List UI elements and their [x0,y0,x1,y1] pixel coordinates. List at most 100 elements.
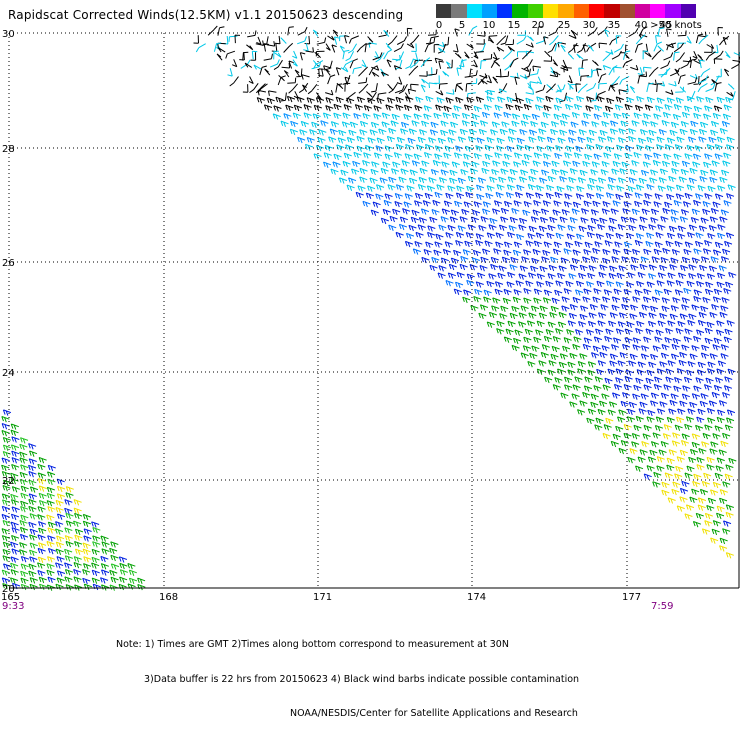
wind-barb [597,96,605,102]
wind-barb [65,500,73,506]
wind-barb [138,578,146,584]
wind-barb [672,489,680,495]
wind-barb [392,114,400,120]
wind-barb [461,256,469,262]
wind-barb [499,266,507,272]
wind-barb [694,336,702,342]
wind-barb [303,43,308,51]
wind-barb [630,449,638,455]
wind-barb [371,210,379,216]
wind-barb [610,266,618,272]
wind-barb [415,242,423,248]
wind-barb [564,338,572,344]
wind-barb [711,208,719,214]
wind-barb [604,290,612,296]
wind-barb [526,281,534,287]
wind-barb [707,408,715,414]
wind-barb [66,585,74,591]
wind-barb [635,193,643,199]
wind-barb [404,114,412,120]
wind-barb [614,289,622,295]
wind-barb [483,249,491,255]
wind-barb [499,225,507,231]
wind-barb [93,527,101,533]
wind-barb [520,130,528,136]
wind-barb [580,170,588,176]
wind-barb [465,146,473,152]
wind-barb [38,548,46,554]
wind-barb [446,98,454,104]
wind-barb [621,401,629,407]
wind-barb [560,354,568,360]
wind-barb [467,98,475,104]
wind-barb [700,177,708,183]
wind-barb [524,289,532,295]
wind-barb [526,43,533,48]
wind-barb [11,445,19,451]
wind-barb [587,282,595,288]
wind-barb [29,499,37,505]
wind-barb [483,54,491,60]
wind-barb [610,313,618,319]
wind-barb [611,441,619,447]
wind-barb [363,113,371,119]
wind-barb [715,242,723,248]
wind-barb [540,217,548,223]
wind-barb [531,217,539,223]
wind-barb [57,578,65,584]
wind-barb [692,346,700,352]
wind-barb [727,137,735,143]
wind-barb [411,217,419,223]
wind-barb [662,298,670,304]
wind-barb [527,36,533,41]
wind-barb [480,121,488,127]
wind-barb [84,557,92,563]
wind-barb [638,457,646,463]
wind-barb [628,458,636,464]
wind-barb [318,138,326,144]
wind-barb [529,130,537,136]
wind-barb [727,92,734,96]
wind-barb [438,138,446,144]
wind-barb [347,98,355,104]
wind-barb [680,314,688,320]
wind-barb [665,202,673,208]
wind-barb [704,162,712,168]
wind-barb [592,162,600,168]
wind-barb [588,185,596,191]
wind-barb [726,505,734,511]
wind-barb [56,563,64,569]
wind-barb [685,424,693,430]
wind-barb [717,458,725,464]
wind-barb [269,91,277,96]
wind-barb [406,145,414,151]
wind-barb [681,265,689,271]
wind-barb [541,122,549,128]
wind-barb [254,65,261,69]
wind-barb [491,130,499,136]
wind-barb [29,472,37,478]
wind-barb [674,386,682,392]
wind-barb [595,377,603,383]
wind-barb [414,154,422,160]
wind-barb [595,105,603,111]
wind-barb [75,529,83,535]
wind-barb [643,67,651,72]
wind-barb [684,337,692,343]
wind-barb [313,114,321,120]
wind-barb [715,83,722,92]
wind-barb [534,289,542,295]
latitude-label: 28 [2,144,15,155]
wind-barb [402,161,410,167]
wind-barb [528,184,536,190]
wind-barb [543,161,551,167]
wind-barb [714,59,722,64]
wind-barb [21,438,29,444]
wind-barb [409,225,417,231]
wind-barb [290,129,298,135]
wind-barb [429,83,437,88]
wind-barb [2,529,10,535]
wind-barb [625,153,633,159]
wind-barb [39,493,47,499]
wind-barb [652,297,660,303]
